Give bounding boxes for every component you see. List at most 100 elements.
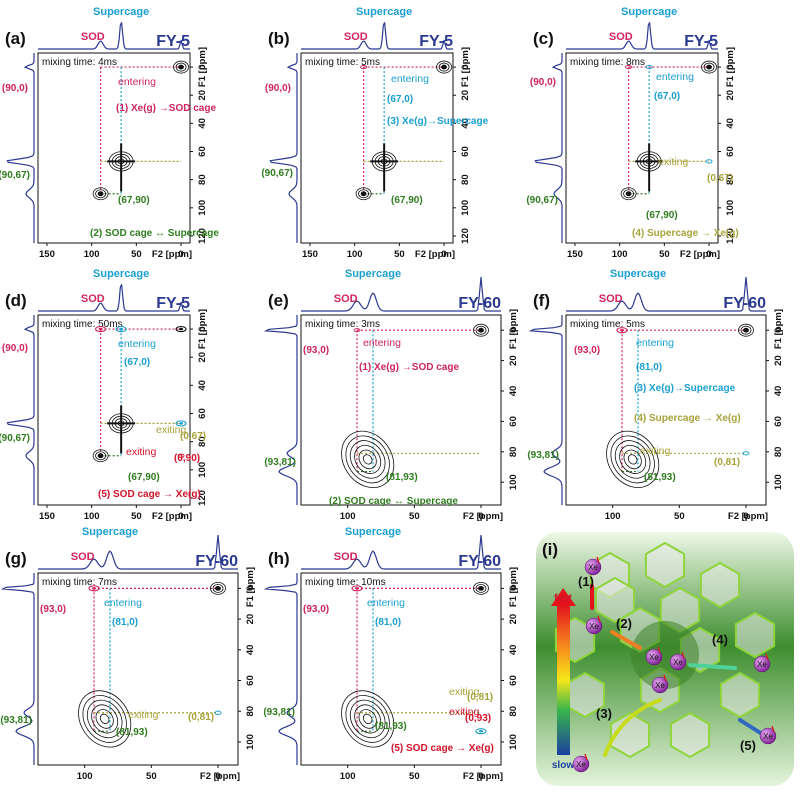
annotation-label: (1) Xe(g) →SOD cage <box>116 103 216 114</box>
y-tick-label: 100 <box>725 200 736 216</box>
entering-label: entering <box>656 71 694 83</box>
xe-atom: Xe <box>753 653 771 673</box>
diffusion-arrow <box>603 698 662 757</box>
peak <box>645 64 653 70</box>
y-tick-label: 40 <box>197 118 208 129</box>
y-tick-label: 120 <box>197 228 208 244</box>
x-tick-label: 0 <box>478 511 483 522</box>
f2-projection <box>38 284 190 312</box>
zeolite-cage <box>734 611 776 659</box>
panel-e: (e) FY-60 Supercage SOD mixing time: 3ms 100 5… <box>263 268 519 522</box>
panel-letter: (f) <box>533 291 550 310</box>
peak <box>355 187 372 201</box>
x-axis-label: F2 [ppm] <box>463 771 503 782</box>
peak <box>353 328 361 333</box>
f1-projection <box>269 53 298 243</box>
xe-label: Xe <box>649 653 659 662</box>
diffusion-arrow <box>688 663 737 670</box>
y-tick-label: 60 <box>460 146 471 157</box>
y-tick-label: 100 <box>197 200 208 216</box>
peak <box>436 60 452 74</box>
y-tick-label: 80 <box>508 447 519 458</box>
y-tick-label: 100 <box>508 474 519 490</box>
x-tick-label: 150 <box>39 249 55 260</box>
y-tick-label: 60 <box>197 408 208 419</box>
mixing-time-label: mixing time: 5ms <box>570 319 645 330</box>
y-tick-label: 40 <box>508 645 519 656</box>
supercage-label: Supercage <box>610 268 666 280</box>
y-tick-label: 20 <box>245 614 256 625</box>
annotation-label: (93,81) <box>0 715 32 726</box>
sample-name: FY-60 <box>458 553 501 570</box>
panel-letter: (h) <box>268 549 290 568</box>
panel-c: (c) FY-5 Supercage SOD mixing time: 8ms 150 10… <box>526 6 738 260</box>
xe-atom: Xe <box>585 615 603 635</box>
annotation-label: (0,67) <box>180 431 206 442</box>
plot-frame <box>37 52 191 244</box>
plot-frame <box>300 572 502 766</box>
x-tick-label: 100 <box>612 249 628 260</box>
plot-frame <box>300 314 502 506</box>
panel-letter: (e) <box>268 291 289 310</box>
x-tick-label: 100 <box>84 511 100 522</box>
y-tick-label: 40 <box>245 645 256 656</box>
annotation-label: (0,81) <box>467 692 493 703</box>
peak <box>175 326 187 333</box>
sod-label: SOD <box>81 293 105 305</box>
annotation-label: (4) Supercage → Xe(g) <box>632 228 739 239</box>
f2-projection <box>566 22 718 50</box>
panel-g: (g) FY-60 Supercage SOD mixing time: 7ms 100 5… <box>0 526 256 782</box>
annotation-label: (4) Supercage → Xe(g) <box>634 413 741 424</box>
x-tick-label: 50 <box>394 249 405 260</box>
y-tick-label: 40 <box>197 380 208 391</box>
f2-projection <box>301 534 501 570</box>
annotation-label: (81,0) <box>375 617 401 628</box>
sample-name: FY-5 <box>419 33 453 50</box>
y-tick-label: 0 <box>460 64 471 69</box>
y-tick-label: 40 <box>725 118 736 129</box>
entering-label: entering <box>118 76 156 88</box>
annotation-label: (0,67) <box>707 173 733 184</box>
peak <box>705 159 713 164</box>
y-tick-label: 20 <box>197 352 208 363</box>
annotation-label: (2) SOD cage ↔ Supercage <box>90 228 219 239</box>
mixing-time-label: mixing time: 4ms <box>42 57 117 68</box>
peak <box>473 581 489 595</box>
y-tick-label: 0 <box>725 64 736 69</box>
annotation-label: (0,81) <box>714 457 740 468</box>
sod-label: SOD <box>599 293 623 305</box>
xe-atom: Xe <box>669 651 687 671</box>
panel-b: (b) FY-5 Supercage SOD mixing time: 5ms 150 10… <box>261 6 488 260</box>
peak <box>107 405 136 454</box>
y-axis-label: F1 [ppm] <box>508 567 519 607</box>
sample-name: FY-60 <box>723 295 766 312</box>
y-tick-label: 40 <box>773 386 784 397</box>
mixing-time-label: mixing time: 5ms <box>305 57 380 68</box>
entering-label: entering <box>367 597 405 609</box>
xe-label: Xe <box>757 660 767 669</box>
annotation-label: (3) Xe(g)→Supercage <box>634 383 736 394</box>
path-label: (2) <box>616 616 632 631</box>
xe-atom: Xe <box>645 646 663 666</box>
xe-label: Xe <box>655 681 665 690</box>
y-tick-label: 0 <box>245 586 256 591</box>
supercage-label: Supercage <box>93 6 149 18</box>
entering-label: entering <box>636 337 674 349</box>
supercage-label: Supercage <box>356 6 412 18</box>
peak <box>107 143 136 192</box>
x-tick-label: 0 <box>178 511 183 522</box>
y-tick-label: 40 <box>508 386 519 397</box>
y-tick-label: 100 <box>197 462 208 478</box>
f1-projection <box>6 315 35 505</box>
annotation-label: (93,0) <box>303 604 329 615</box>
peak <box>738 323 754 337</box>
f1-projection <box>263 315 298 505</box>
y-tick-label: 20 <box>508 614 519 625</box>
zeolite-cage <box>669 711 711 759</box>
y-tick-label: 40 <box>460 118 471 129</box>
panel-letter: (i) <box>542 540 558 559</box>
x-tick-label: 0 <box>215 771 220 782</box>
peak <box>606 430 660 488</box>
x-tick-label: 100 <box>340 511 356 522</box>
